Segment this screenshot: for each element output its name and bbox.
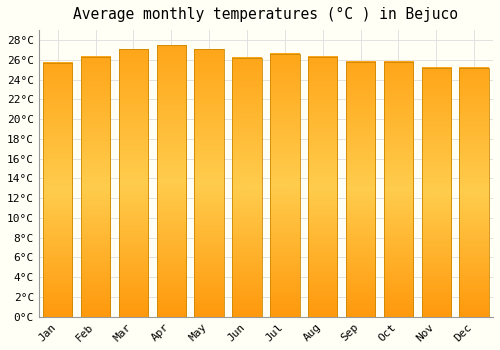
Bar bbox=[308, 57, 338, 317]
Bar bbox=[232, 58, 262, 317]
Title: Average monthly temperatures (°C ) in Bejuco: Average monthly temperatures (°C ) in Be… bbox=[74, 7, 458, 22]
Bar bbox=[460, 68, 489, 317]
Bar bbox=[156, 45, 186, 317]
Bar bbox=[270, 54, 300, 317]
Bar bbox=[118, 49, 148, 317]
Bar bbox=[194, 49, 224, 317]
Bar bbox=[81, 57, 110, 317]
Bar bbox=[384, 62, 413, 317]
Bar bbox=[422, 68, 451, 317]
Bar bbox=[346, 62, 376, 317]
Bar bbox=[43, 63, 72, 317]
